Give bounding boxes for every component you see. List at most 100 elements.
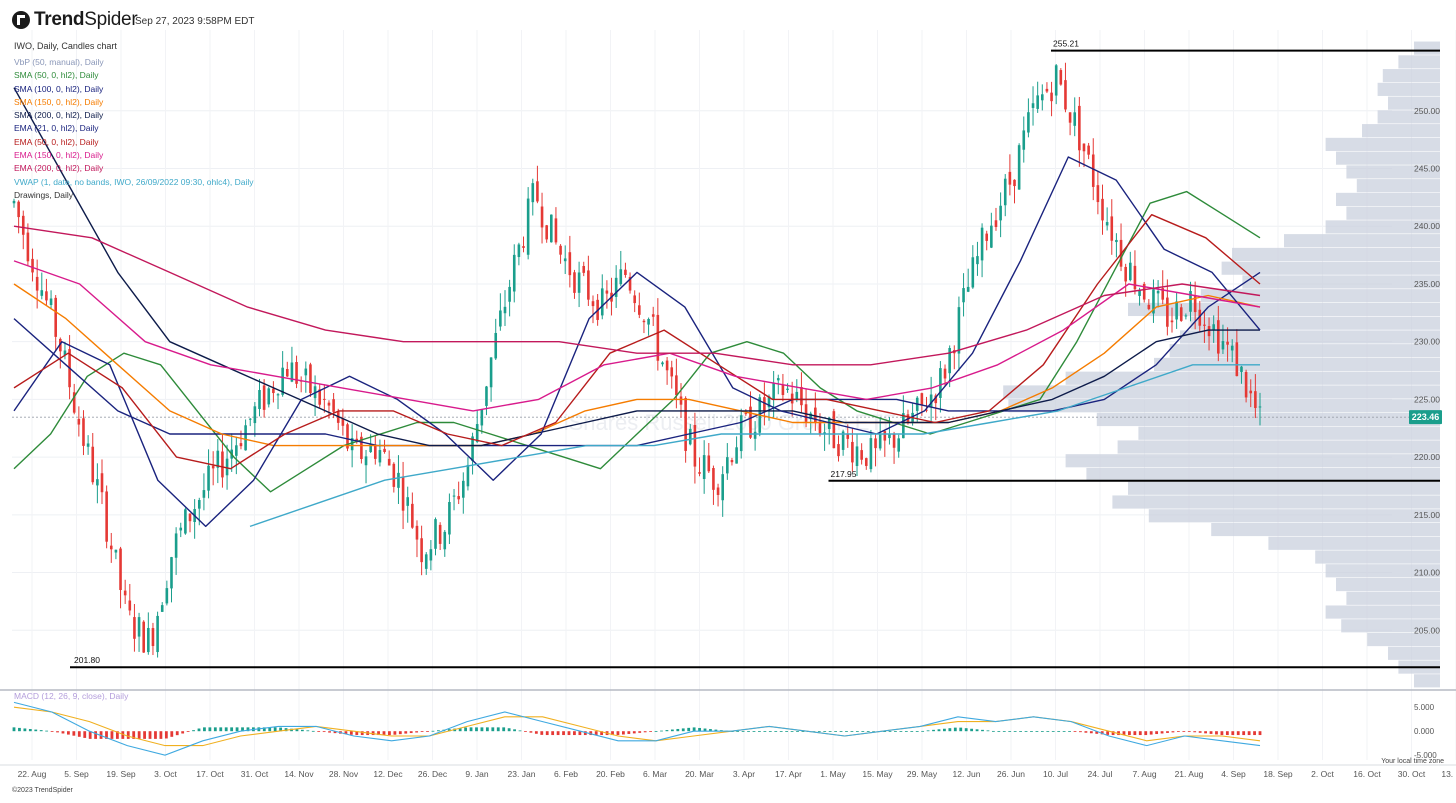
- vbp-bar: [1128, 481, 1440, 495]
- macd-histogram-bar: [469, 727, 473, 732]
- candle-body: [383, 448, 386, 452]
- vbp-bar: [1180, 330, 1440, 344]
- macd-histogram-bar: [273, 727, 277, 732]
- legend-item[interactable]: EMA (150, 0, hl2), Daily: [14, 150, 104, 161]
- macd-histogram-bar: [1057, 731, 1061, 732]
- macd-histogram-bar: [660, 730, 663, 732]
- macd-pane[interactable]: MACD (12, 26, 9, close), Daily 5.000 0.000…: [12, 691, 1438, 760]
- candle-body: [128, 600, 132, 611]
- x-tick-label: 3. Oct: [154, 769, 177, 779]
- candle-body: [12, 200, 16, 204]
- candle-body: [994, 220, 998, 228]
- vbp-bar: [1377, 82, 1440, 96]
- candle-body: [457, 496, 460, 500]
- macd-histogram-bar: [643, 731, 647, 733]
- macd-histogram-bar: [894, 731, 897, 732]
- price-level-label[interactable]: 217.95: [831, 469, 857, 479]
- legend-item[interactable]: EMA (21, 0, hl2), Daily: [14, 123, 99, 134]
- candle-body: [753, 431, 757, 439]
- macd-histogram-bar: [758, 731, 761, 732]
- legend-item[interactable]: SMA (150, 0, hl2), Daily: [14, 96, 104, 107]
- moving-average-line: [13, 190, 1261, 493]
- legend-item[interactable]: Drawings, Daily: [14, 189, 74, 200]
- macd-histogram-bar: [513, 729, 516, 732]
- candle-body: [864, 458, 868, 466]
- macd-histogram-bar: [34, 729, 38, 732]
- macd-histogram-bar: [915, 731, 919, 732]
- macd-histogram-bar: [28, 729, 32, 732]
- macd-histogram-bar: [687, 727, 691, 732]
- candle-body: [702, 455, 706, 480]
- x-tick-label: 30. Oct: [1398, 769, 1426, 779]
- candle-body: [563, 258, 567, 262]
- macd-histogram-bar: [866, 731, 870, 732]
- legend-item[interactable]: SMA (200, 0, hl2), Daily: [14, 110, 104, 121]
- last-price-badge: [1409, 410, 1442, 425]
- price-axis[interactable]: 205.00 210.00 215.00 220.00 225.00 230.00 235.…: [1409, 106, 1442, 635]
- timezone-label[interactable]: Your local time zone: [1381, 758, 1444, 765]
- macd-histogram-bar: [398, 731, 402, 735]
- macd-title[interactable]: MACD (12, 26, 9, close), Daily: [14, 691, 129, 701]
- legend-item[interactable]: VbP (50, manual), Daily: [14, 57, 104, 67]
- copyright: ©2023 TrendSpider: [12, 787, 73, 794]
- price-levels[interactable]: 255.21 217.95 201.80: [12, 39, 1440, 669]
- vbp-bar: [1154, 357, 1440, 372]
- candle-body: [990, 225, 993, 248]
- macd-histogram-bar: [1030, 731, 1033, 732]
- price-level-label[interactable]: 201.80: [74, 655, 100, 665]
- price-level-label[interactable]: 255.21: [1053, 39, 1079, 49]
- candle-body: [466, 464, 470, 487]
- candle-body: [823, 432, 826, 434]
- candles[interactable]: [12, 62, 1262, 658]
- macd-histogram-bar: [817, 731, 821, 732]
- macd-histogram-bar: [937, 729, 941, 732]
- macd-histogram-bar: [665, 730, 669, 732]
- symbol-title[interactable]: IWO, Daily, Candles chart: [14, 41, 117, 51]
- legend-item[interactable]: VWAP (1, date, no bands, IWO, 26/09/2022…: [14, 176, 254, 187]
- macd-histogram-bar: [1068, 731, 1071, 732]
- candle-body: [934, 395, 938, 404]
- candle-body: [550, 214, 553, 243]
- candle-body: [429, 549, 433, 561]
- candle-body: [1059, 70, 1063, 85]
- candle-body: [188, 513, 192, 522]
- macd-histogram-bar: [703, 728, 707, 732]
- candle-body: [262, 385, 266, 410]
- vbp-bar: [1336, 577, 1440, 592]
- macd-histogram-bar: [306, 730, 310, 732]
- candle-body: [939, 368, 942, 398]
- macd-histogram-bar: [1171, 731, 1175, 733]
- legend-item[interactable]: EMA (200, 0, hl2), Daily: [14, 163, 104, 174]
- candle-body: [943, 368, 947, 379]
- macd-histogram-bar: [986, 730, 990, 732]
- moving-average-line: [13, 260, 1261, 412]
- macd-histogram-bar: [681, 728, 685, 732]
- x-tick-label: 23. Jan: [508, 769, 536, 779]
- x-tick-label: 15. May: [862, 769, 893, 779]
- candle-body: [1101, 198, 1104, 221]
- indicator-legend[interactable]: VbP (50, manual), Daily SMA (50, 0, hl2),…: [14, 56, 254, 202]
- macd-histogram-bar: [328, 731, 331, 733]
- candle-body: [948, 348, 951, 374]
- macd-histogram-bar: [1062, 731, 1066, 732]
- legend-item[interactable]: SMA (100, 0, hl2), Daily: [14, 83, 104, 94]
- time-axis[interactable]: 22. Aug 5. Sep 19. Sep 3. Oct 17. Oct 31. Oct…: [18, 769, 1456, 779]
- candle-body: [906, 414, 910, 422]
- vbp-bar: [1315, 550, 1440, 564]
- macd-histogram-bar: [855, 731, 859, 732]
- macd-histogram-bar: [573, 731, 576, 736]
- macd-histogram-bar: [83, 731, 87, 738]
- legend-item[interactable]: SMA (50, 0, hl2), Daily: [14, 70, 99, 81]
- candle-body: [614, 277, 618, 297]
- candle-body: [698, 472, 701, 474]
- macd-histogram-bar: [458, 728, 462, 732]
- candle-body: [841, 431, 845, 450]
- macd-histogram-bar: [170, 731, 174, 737]
- vbp-bar: [1388, 96, 1440, 110]
- candle-body: [235, 445, 238, 456]
- legend-item[interactable]: EMA (50, 0, hl2), Daily: [14, 136, 99, 147]
- candle-body: [248, 418, 252, 420]
- candle-body: [573, 272, 576, 293]
- macd-histogram-bar: [39, 730, 43, 732]
